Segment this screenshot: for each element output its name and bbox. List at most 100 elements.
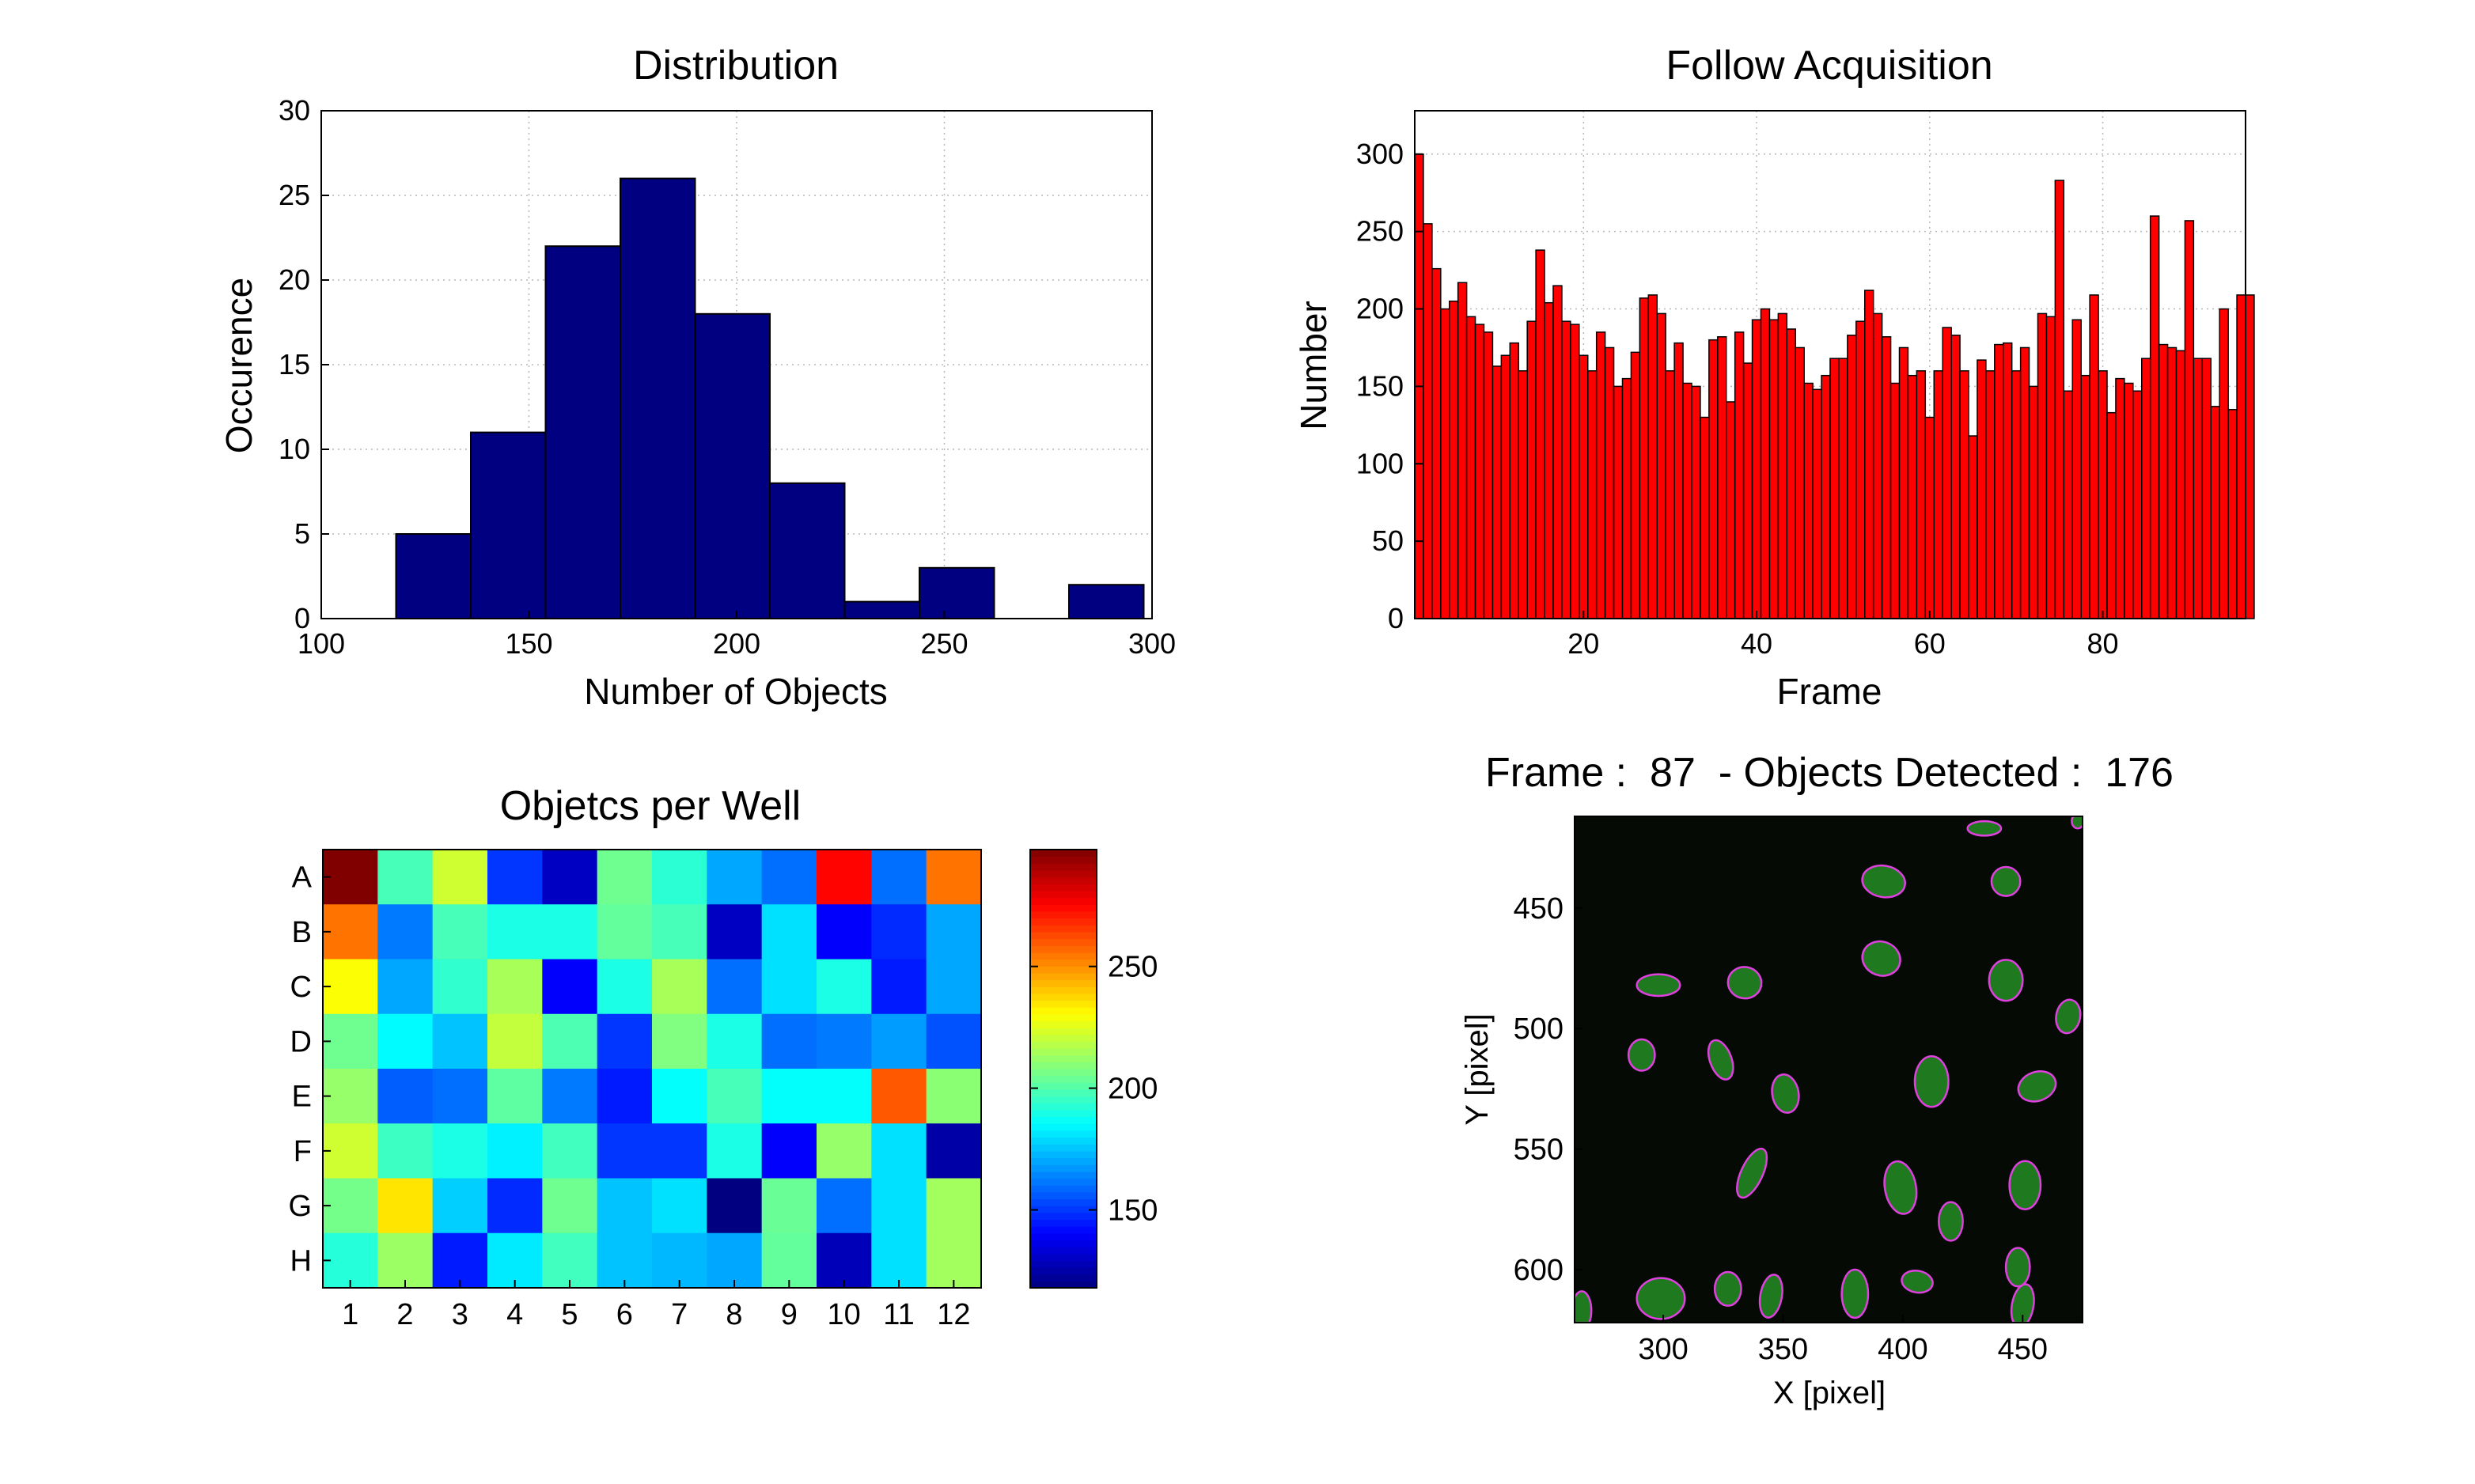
- frame-image-xlabel: X [pixel]: [1773, 1376, 1886, 1410]
- heatmap-cell: [926, 1069, 982, 1124]
- frame-bar: [1673, 342, 1684, 619]
- column-label: 5: [561, 1298, 578, 1331]
- x-tick-label: 80: [2087, 627, 2119, 660]
- colorbar-tick-label: 200: [1108, 1073, 1158, 1106]
- frame-bar: [1898, 346, 1909, 619]
- frame-bar: [1595, 331, 1606, 619]
- colorbar-segment: [1030, 1062, 1097, 1069]
- frame-bar: [1682, 382, 1692, 619]
- heatmap-cell: [926, 959, 982, 1015]
- heatmap-cell: [707, 850, 763, 905]
- heatmap-cell: [817, 850, 872, 905]
- row-label: D: [290, 1025, 312, 1058]
- detected-cell: [1635, 973, 1681, 998]
- y-tick-label: 50: [1372, 524, 1404, 557]
- follow-acquisition-bar-chart: Follow Acquisition Frame Number 20 40 60 80…: [1293, 43, 2255, 712]
- frame-bar: [1907, 374, 1918, 619]
- axes-frame: [1414, 110, 2246, 619]
- frame-bar: [1950, 335, 1961, 619]
- detected-cell: [1726, 966, 1763, 1000]
- x-tick-label: 60: [1914, 627, 1946, 660]
- detected-cell: [1913, 1054, 1950, 1108]
- axes-frame: [1574, 816, 2083, 1323]
- frame-bar: [2210, 406, 2220, 619]
- frame-bar: [1994, 343, 2004, 619]
- x-tick-label: 300: [1128, 627, 1176, 660]
- distribution-title: Distribution: [633, 43, 839, 89]
- frame-bar: [1518, 370, 1528, 619]
- heatmap-cell: [817, 959, 872, 1015]
- y-tick-label: 300: [1356, 138, 1404, 170]
- colorbar-segment: [1030, 1096, 1097, 1104]
- frame-bar: [1509, 342, 1519, 619]
- detected-cell: [1635, 1277, 1686, 1320]
- column-label: 11: [883, 1298, 914, 1331]
- x-tick-label: 250: [920, 627, 968, 660]
- y-tick-label: 20: [279, 263, 310, 296]
- colorbar-segment: [1030, 1041, 1097, 1049]
- heatmap-cell: [871, 959, 927, 1015]
- frame-title-mid: - Objects Detected :: [1707, 750, 2082, 796]
- column-label: 12: [937, 1298, 970, 1331]
- colorbar-segment: [1030, 1054, 1097, 1062]
- frame-bar: [1959, 370, 1969, 619]
- frame-bar: [1855, 320, 1866, 619]
- heatmap-cell: [652, 904, 707, 960]
- y-tick-label: 25: [279, 179, 310, 211]
- heatmap-cell: [432, 1123, 488, 1179]
- frame-bar: [2106, 411, 2117, 619]
- heatmap-cell: [652, 1069, 707, 1124]
- axes-frame: [322, 849, 982, 1289]
- detected-cell: [2010, 1283, 2035, 1323]
- objects-detected-count: 176: [2105, 750, 2174, 796]
- heatmap-cell: [707, 1178, 763, 1234]
- heatmap-cell: [487, 1069, 543, 1124]
- heatmap-cell: [542, 1232, 598, 1289]
- frame-bar: [1786, 328, 1796, 619]
- frame-bar: [1795, 346, 1805, 619]
- heatmap-cell: [597, 1069, 653, 1124]
- y-tick-label: 450: [1514, 892, 1563, 926]
- colorbar-segment: [1030, 959, 1097, 967]
- frame-bar: [2019, 346, 2030, 619]
- frame-bar: [1942, 327, 1952, 619]
- detected-cell: [2017, 1070, 2057, 1103]
- frame-bar: [1570, 324, 1580, 619]
- frame-bar: [2011, 370, 2022, 619]
- heatmap-cell: [323, 904, 378, 960]
- colorbar-tick-label: 250: [1108, 951, 1158, 984]
- colorbar-segment: [1030, 972, 1097, 981]
- detected-cell: [1713, 1270, 1742, 1307]
- heatmap-cell: [487, 1013, 543, 1069]
- colorbar-segment: [1030, 1253, 1097, 1261]
- heatmap-cell: [432, 1178, 488, 1234]
- detected-cell: [1861, 864, 1906, 899]
- image-background: [1575, 816, 2083, 1323]
- detected-cell: [1758, 1274, 1783, 1319]
- colorbar-segment: [1030, 1075, 1097, 1083]
- heatmap-cell: [542, 904, 598, 960]
- detected-cell: [1627, 1038, 1656, 1072]
- x-tick-label: 20: [1567, 627, 1599, 660]
- frame-bar: [2175, 350, 2186, 619]
- frame-bar: [1440, 308, 1450, 619]
- y-tick-label: 5: [294, 517, 310, 550]
- colorbar-segment: [1030, 1232, 1097, 1241]
- heatmap-cell: [487, 850, 543, 905]
- column-label: 6: [616, 1298, 633, 1331]
- heatmap-cell: [432, 959, 488, 1015]
- detected-cell: [1575, 1290, 1593, 1323]
- colorbar-segment: [1030, 1123, 1097, 1131]
- frame-bar: [1621, 377, 1632, 619]
- heatmap-cell: [652, 1123, 707, 1179]
- heatmap-cell: [542, 1123, 598, 1179]
- colorbar-segment: [1030, 876, 1097, 884]
- frame-bar: [2054, 180, 2065, 619]
- heatmap-cell: [323, 959, 378, 1015]
- colorbar-segment: [1030, 1185, 1097, 1193]
- heatmap-cell: [542, 1069, 598, 1124]
- colorbar-segment: [1030, 1082, 1097, 1090]
- colorbar-segment: [1030, 1007, 1097, 1015]
- frame-bar: [1656, 312, 1666, 619]
- frame-bar: [1483, 331, 1494, 619]
